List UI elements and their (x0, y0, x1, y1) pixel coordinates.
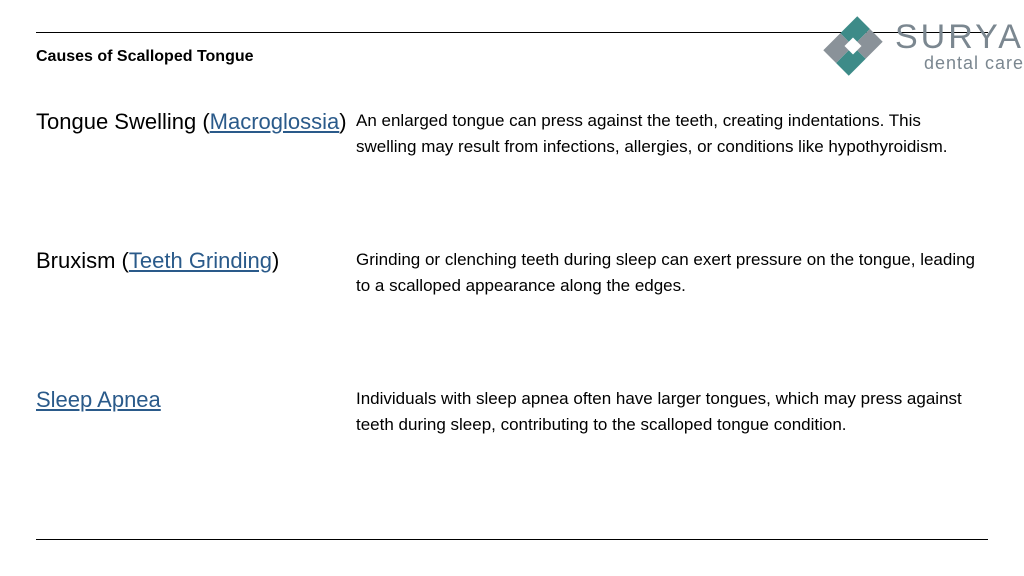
content-area: Tongue Swelling (Macroglossia) An enlarg… (36, 108, 988, 516)
term-prefix: Tongue Swelling ( (36, 109, 210, 134)
logo: SURYA dental care (817, 10, 1024, 82)
bottom-rule (36, 539, 988, 540)
cause-term: Tongue Swelling (Macroglossia) (36, 108, 356, 137)
term-prefix: Bruxism ( (36, 248, 129, 273)
logo-name: SURYA (895, 20, 1024, 54)
logo-sub: dental care (924, 54, 1024, 72)
logo-mark-icon (817, 10, 889, 82)
term-link[interactable]: Macroglossia (210, 109, 340, 134)
term-link[interactable]: Teeth Grinding (129, 248, 272, 273)
term-link[interactable]: Sleep Apnea (36, 387, 161, 412)
cause-term: Sleep Apnea (36, 386, 356, 415)
cause-term: Bruxism (Teeth Grinding) (36, 247, 356, 276)
cause-row: Tongue Swelling (Macroglossia) An enlarg… (36, 108, 988, 159)
cause-desc: Grinding or clenching teeth during sleep… (356, 247, 976, 298)
term-suffix: ) (272, 248, 279, 273)
term-suffix: ) (339, 109, 346, 134)
page-title: Causes of Scalloped Tongue (36, 48, 254, 66)
cause-row: Bruxism (Teeth Grinding) Grinding or cle… (36, 247, 988, 298)
cause-desc: An enlarged tongue can press against the… (356, 108, 976, 159)
cause-desc: Individuals with sleep apnea often have … (356, 386, 976, 437)
cause-row: Sleep Apnea Individuals with sleep apnea… (36, 386, 988, 437)
logo-text: SURYA dental care (895, 20, 1024, 72)
